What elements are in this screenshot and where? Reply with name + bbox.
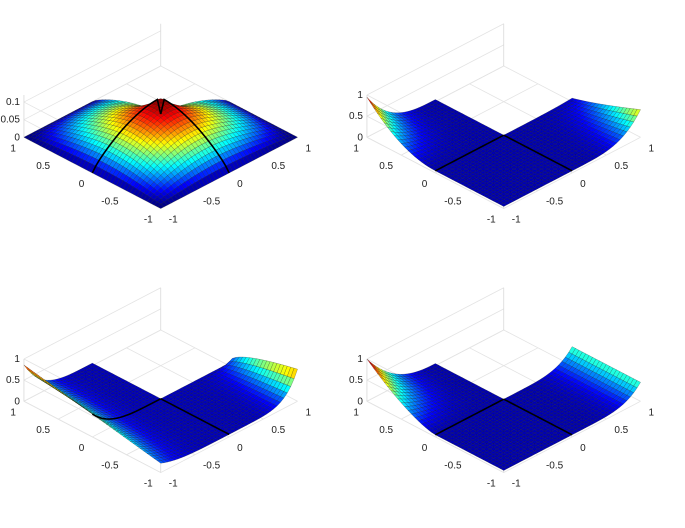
z-tick-label: 0 — [357, 132, 363, 143]
y-tick-label: 1 — [10, 407, 16, 418]
y-tick-label: -0.5 — [444, 461, 462, 472]
interface-line — [160, 398, 230, 436]
x-tick-label: 0 — [580, 443, 586, 454]
y-tick-label: -1 — [487, 215, 496, 226]
x-tick-label: -0.5 — [203, 461, 221, 472]
grid-line — [366, 23, 504, 96]
x-tick-label: -1 — [512, 215, 521, 226]
surface-plot-2: -1 -0.5 0 0.5 1 -1 -0.5 0 0.5 1 0 0.5 1 — [343, 0, 685, 264]
surface-plot-1: -1 -0.5 0 0.5 1 -1 -0.5 0 0.5 1 0 0.05 0.1 — [0, 0, 342, 264]
y-tick-label: 1 — [10, 143, 16, 154]
z-tick-label: 0.5 — [6, 375, 20, 386]
y-tick-label: -1 — [487, 479, 496, 490]
surface-plot-4: -1 -0.5 0 0.5 1 -1 -0.5 0 0.5 1 0 0.5 1 — [343, 264, 685, 528]
surface — [366, 346, 641, 471]
x-tick-label: 0.5 — [271, 425, 285, 436]
grid-line — [23, 400, 161, 473]
x-tick-label: -1 — [512, 479, 521, 490]
interface-line — [503, 398, 573, 436]
x-tick-label: 0 — [237, 443, 243, 454]
x-tick-label: -1 — [169, 479, 178, 490]
grid-line — [503, 400, 641, 473]
x-tick-label: 1 — [649, 407, 655, 418]
x-tick-label: -1 — [169, 215, 178, 226]
surface — [23, 356, 298, 464]
surface-patch — [23, 364, 31, 372]
interface-lines — [91, 398, 230, 436]
x-tick-label: 0.5 — [271, 161, 285, 172]
z-tick-label: 0.5 — [349, 111, 363, 122]
grid-line — [366, 400, 504, 473]
grid-line — [366, 308, 504, 381]
surface-patch — [366, 358, 374, 367]
grid-line — [503, 136, 641, 209]
z-tick-label: 0 — [14, 132, 20, 143]
interface-lines — [91, 98, 230, 174]
interface-line — [503, 134, 573, 172]
x-tick-label: 0 — [237, 179, 243, 190]
surface — [23, 98, 298, 209]
z-tick-label: 0.1 — [6, 97, 20, 108]
y-tick-label: 0.5 — [36, 425, 50, 436]
x-tick-label: 1 — [306, 407, 312, 418]
y-tick-label: -1 — [144, 215, 153, 226]
x-tick-label: -0.5 — [546, 461, 564, 472]
interface-line — [91, 398, 162, 420]
z-tick-label: 0 — [357, 396, 363, 407]
x-tick-label: 0.5 — [614, 425, 628, 436]
y-tick-label: -1 — [144, 479, 153, 490]
surface — [366, 97, 641, 207]
interface-line — [159, 98, 230, 174]
interface-line — [91, 98, 162, 174]
y-tick-label: 0.5 — [379, 425, 393, 436]
z-tick-label: 1 — [14, 354, 20, 365]
grid-line — [23, 287, 161, 360]
z-tick-label: 0.5 — [349, 375, 363, 386]
grid-line — [366, 287, 504, 360]
interface-lines — [434, 134, 573, 172]
y-tick-label: 1 — [353, 143, 359, 154]
x-tick-label: -0.5 — [546, 197, 564, 208]
y-tick-label: 0.5 — [379, 161, 393, 172]
y-tick-label: 0 — [422, 443, 428, 454]
grid-line — [23, 48, 161, 121]
interface-lines — [434, 398, 573, 436]
y-tick-label: 0 — [79, 443, 85, 454]
interface-line — [434, 398, 505, 436]
x-tick-label: 1 — [306, 143, 312, 154]
x-tick-label: 0.5 — [614, 161, 628, 172]
grid-line — [23, 30, 161, 103]
y-tick-label: 0 — [79, 179, 85, 190]
surface-patch — [157, 204, 165, 209]
z-tick-label: 1 — [357, 354, 363, 365]
z-tick-label: 0 — [14, 396, 20, 407]
x-tick-label: 1 — [649, 143, 655, 154]
surface-patch — [156, 460, 165, 464]
y-tick-label: -0.5 — [101, 197, 119, 208]
x-tick-label: 0 — [580, 179, 586, 190]
y-tick-label: 1 — [353, 407, 359, 418]
y-tick-label: -0.5 — [101, 461, 119, 472]
y-tick-label: 0 — [422, 179, 428, 190]
y-tick-label: 0.5 — [36, 161, 50, 172]
z-tick-label: 1 — [357, 90, 363, 101]
surface-patch — [500, 466, 508, 471]
grid-line — [366, 44, 504, 117]
y-tick-label: -0.5 — [444, 197, 462, 208]
grid-line — [23, 308, 161, 381]
interface-line — [434, 134, 505, 172]
z-tick-label: 0.05 — [0, 115, 20, 126]
surface-patch — [500, 202, 508, 207]
x-tick-label: -0.5 — [203, 197, 221, 208]
surface-plot-3: -1 -0.5 0 0.5 1 -1 -0.5 0 0.5 1 0 0.5 1 — [0, 264, 342, 528]
grid-line — [160, 400, 298, 473]
grid-line — [366, 136, 504, 209]
